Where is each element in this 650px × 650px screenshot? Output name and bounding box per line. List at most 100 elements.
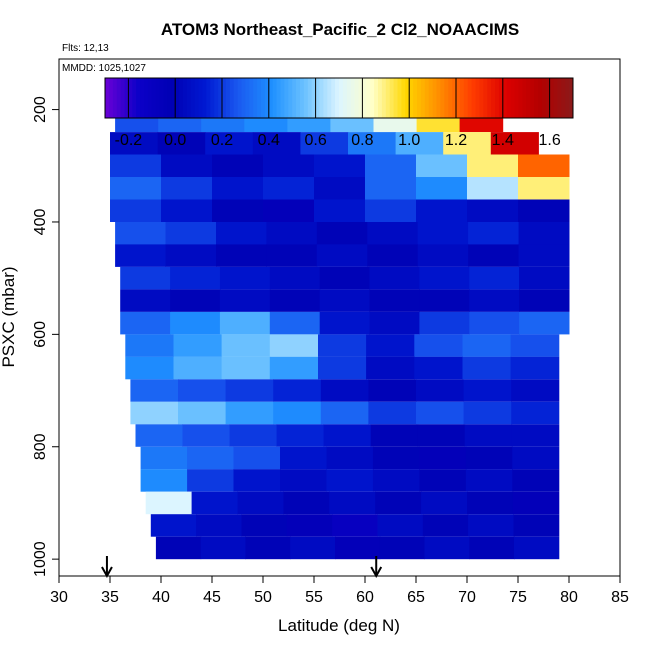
heatmap-cell xyxy=(443,132,492,155)
heatmap-cell xyxy=(161,154,213,177)
heatmap-cell xyxy=(273,401,322,425)
x-tick-label: 50 xyxy=(254,589,272,606)
heatmap-cell xyxy=(280,446,327,470)
heatmap-cell xyxy=(367,222,419,245)
heatmap-cell xyxy=(219,289,271,312)
colorbar-tick-label: 1.4 xyxy=(492,132,514,149)
colorbar-swatch xyxy=(186,78,192,118)
colorbar-swatch xyxy=(300,78,305,118)
x-tick-label: 45 xyxy=(203,589,221,606)
heatmap-cell xyxy=(421,491,468,515)
heatmap-cell xyxy=(510,356,560,380)
heatmap-cell xyxy=(369,266,420,290)
heatmap-cell xyxy=(468,514,514,537)
heatmap-cell xyxy=(417,222,469,245)
heatmap-cell xyxy=(463,379,512,402)
colorbar-swatch xyxy=(510,78,515,118)
flights-note: Flts: 12,13 xyxy=(62,43,109,54)
heatmap-cell xyxy=(518,222,570,245)
heatmap-cell xyxy=(419,266,470,290)
colorbar-swatch xyxy=(229,78,235,118)
heatmap-cell xyxy=(200,536,246,560)
heatmap-cell xyxy=(419,311,470,335)
heatmap-cell xyxy=(314,154,366,177)
colorbar-swatch xyxy=(366,78,371,118)
heatmap-cell xyxy=(323,424,372,447)
y-tick-label: 1000 xyxy=(32,541,49,577)
heatmap-cell xyxy=(490,132,539,155)
heatmap-cell xyxy=(286,514,333,537)
colorbar-swatch xyxy=(249,78,254,118)
heatmap-cell xyxy=(161,177,213,200)
y-tick-label: 200 xyxy=(32,96,49,123)
arrow-marker xyxy=(101,556,113,579)
heatmap-cell xyxy=(318,334,367,357)
heatmap-cell xyxy=(320,401,369,425)
colorbar-swatch xyxy=(183,78,188,118)
heatmap-cell xyxy=(269,311,321,335)
colorbar-swatch xyxy=(452,78,457,118)
colorbar-swatch xyxy=(526,78,531,118)
heatmap-cell xyxy=(125,356,174,380)
heatmap-cell xyxy=(115,244,166,267)
colorbar-swatch xyxy=(167,78,172,118)
heatmap-cell xyxy=(320,379,369,402)
colorbar-swatch xyxy=(147,78,153,118)
y-axis: 200 400 600 800 1000 xyxy=(32,96,59,577)
heatmap-cell xyxy=(280,469,327,492)
heatmap-cell xyxy=(365,177,417,200)
colorbar-swatch xyxy=(214,78,219,118)
heatmap-cell xyxy=(416,199,468,222)
heatmap-cell xyxy=(216,244,267,267)
heatmap-cell xyxy=(318,356,367,380)
colorbar-swatch xyxy=(561,78,566,118)
x-tick-label: 70 xyxy=(458,589,476,606)
heatmap-cell xyxy=(233,469,281,492)
heatmap-cell xyxy=(462,356,512,380)
colorbar-swatch xyxy=(331,78,336,118)
colorbar-swatch xyxy=(409,78,414,118)
heatmap-cell xyxy=(219,311,271,335)
x-tick-label: 80 xyxy=(560,589,578,606)
heatmap-cell xyxy=(221,334,271,357)
heatmap-cell xyxy=(366,356,415,380)
heatmap-cell xyxy=(416,154,468,177)
colorbar-swatch xyxy=(553,78,558,118)
heatmap-cell xyxy=(468,244,519,267)
heatmap-cell xyxy=(170,266,221,290)
colorbar-swatch xyxy=(175,78,180,118)
colorbar-swatch xyxy=(456,78,461,118)
heatmap-cell xyxy=(157,132,206,155)
heatmap-cell xyxy=(115,222,166,245)
colorbar-swatch xyxy=(385,78,391,118)
colorbar-tick-label: -0.2 xyxy=(115,132,143,149)
heatmap-cell xyxy=(422,514,469,537)
heatmap-cell xyxy=(221,356,271,380)
colorbar-swatch xyxy=(342,78,348,118)
heatmap-cell xyxy=(368,401,417,425)
colorbar-swatch xyxy=(518,78,523,118)
heatmap-cell xyxy=(511,401,560,425)
colorbar-swatch xyxy=(506,78,511,118)
colorbar-swatch xyxy=(420,78,426,118)
arrow-marker xyxy=(370,556,383,579)
colorbar-tick-label: 0.0 xyxy=(164,132,186,149)
heatmap-cell xyxy=(216,222,267,245)
y-tick-label: 400 xyxy=(32,209,49,236)
heatmap-cell xyxy=(205,132,254,155)
colorbar-swatch xyxy=(105,78,110,118)
heatmap-cell xyxy=(464,424,513,447)
heatmap-cell xyxy=(225,401,274,425)
colorbar-swatch xyxy=(245,78,250,118)
colorbar-tick-label: 1.6 xyxy=(538,132,560,149)
colorbar-swatch xyxy=(171,78,176,118)
colorbar-swatch xyxy=(557,78,562,118)
x-axis-label: Latitude (deg N) xyxy=(278,616,400,635)
heatmap-cell xyxy=(182,424,230,447)
heatmap-cell xyxy=(419,469,467,492)
colorbar-swatch xyxy=(350,78,355,118)
colorbar-swatch xyxy=(132,78,137,118)
heatmap-cell xyxy=(120,289,171,312)
colorbar-tick-label: 0.2 xyxy=(211,132,233,149)
heatmap-cell xyxy=(414,356,463,380)
